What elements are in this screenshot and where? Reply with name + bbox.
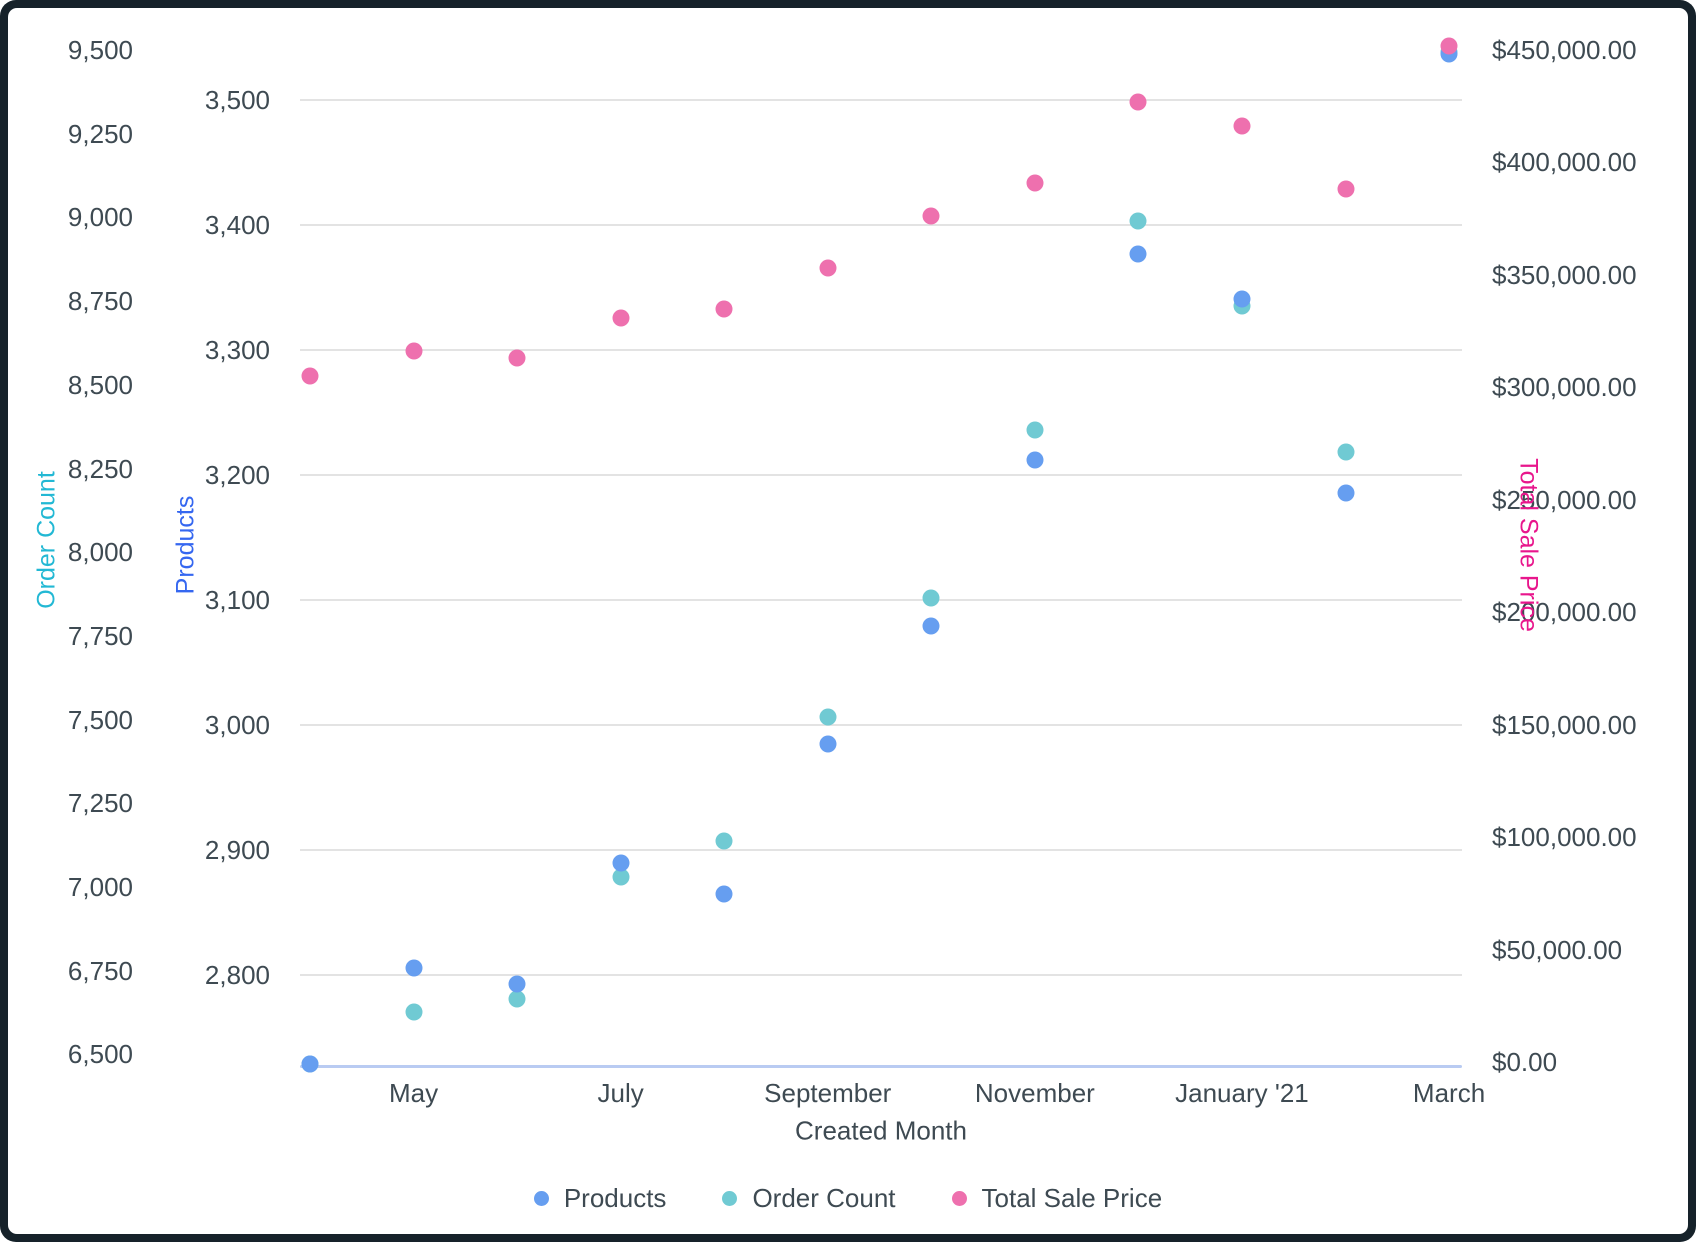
order_count-tick-label: 9,250 <box>67 118 133 149</box>
price-tick-label: $400,000.00 <box>1492 147 1637 178</box>
gridline <box>300 849 1462 851</box>
price-tick-label: $0.00 <box>1492 1047 1558 1077</box>
products-tick-label: 3,500 <box>204 85 270 115</box>
price-tick-label: $350,000.00 <box>1492 259 1637 290</box>
data-point-total-sale-price[interactable] <box>1337 180 1354 198</box>
products-tick-label: 2,900 <box>204 835 270 865</box>
data-point-total-sale-price[interactable] <box>819 259 837 277</box>
data-point-total-sale-price[interactable] <box>1440 37 1458 54</box>
x-axis-line <box>300 1065 1462 1068</box>
legend-item-products[interactable]: Products <box>533 1182 667 1214</box>
data-point-total-sale-price[interactable] <box>1026 174 1044 192</box>
x-tick-label: March <box>1412 1078 1486 1108</box>
data-point-total-sale-price[interactable] <box>508 349 526 367</box>
data-point-order-count[interactable] <box>612 868 630 886</box>
order_count-tick-label: 8,750 <box>67 286 133 317</box>
data-point-order-count[interactable] <box>405 1003 423 1021</box>
data-point-total-sale-price[interactable] <box>715 300 733 318</box>
data-point-total-sale-price[interactable] <box>922 207 940 225</box>
data-point-products[interactable] <box>1233 290 1251 308</box>
price-tick-label: $50,000.00 <box>1492 934 1623 965</box>
data-point-order-count[interactable] <box>508 990 526 1008</box>
legend-item-order-count[interactable]: Order Count <box>722 1182 896 1214</box>
order_count-tick-label: 7,750 <box>67 620 133 651</box>
gridline <box>300 474 1462 476</box>
data-point-products[interactable] <box>1337 484 1354 501</box>
price-tick-label: $250,000.00 <box>1492 484 1637 515</box>
gridline <box>300 224 1462 226</box>
x-axis-title: Created Month <box>795 1115 967 1146</box>
products-tick-label: 3,200 <box>204 460 270 490</box>
data-point-products[interactable] <box>1129 245 1147 263</box>
data-point-order-count[interactable] <box>922 589 940 607</box>
data-point-total-sale-price[interactable] <box>405 342 423 360</box>
order_count-tick-label: 9,000 <box>67 202 133 233</box>
data-point-order-count[interactable] <box>819 708 837 726</box>
x-tick-label: September <box>764 1078 892 1108</box>
chart-canvas: 9,500 9,250 9,000 8,750 8,500 8,250 8,000 7,750… <box>8 8 1688 1234</box>
legend-dot-icon <box>951 1190 967 1206</box>
price-tick-label: $450,000.00 <box>1492 35 1637 65</box>
data-point-products[interactable] <box>508 975 526 993</box>
products-tick-label: 2,800 <box>204 960 270 990</box>
products-tick-label: 3,300 <box>204 335 270 365</box>
legend-label: Products <box>563 1182 667 1213</box>
data-point-order-count[interactable] <box>1337 443 1354 461</box>
gridline <box>300 974 1462 976</box>
data-point-total-sale-price[interactable] <box>301 367 319 385</box>
data-point-products[interactable] <box>819 735 837 753</box>
order-count-axis-title: Order Count <box>32 471 61 609</box>
legend-dot-icon <box>722 1190 738 1206</box>
data-point-order-count[interactable] <box>1129 212 1147 230</box>
gridline <box>300 599 1462 601</box>
gridline <box>300 99 1462 101</box>
products-axis-title: Products <box>171 495 200 595</box>
legend-label: Total Sale Price <box>981 1182 1163 1213</box>
order_count-tick-label: 8,500 <box>67 369 133 400</box>
total-sale-price-axis-title: Total Sale Price <box>1514 458 1543 632</box>
data-point-products[interactable] <box>715 885 733 903</box>
data-point-products[interactable] <box>405 959 423 976</box>
order_count-tick-label: 6,500 <box>67 1039 133 1070</box>
legend-dot-icon <box>533 1190 549 1206</box>
legend-item-total-sale-price[interactable]: Total Sale Price <box>951 1182 1163 1214</box>
data-point-total-sale-price[interactable] <box>612 309 630 327</box>
gridline <box>300 724 1462 726</box>
data-point-order-count[interactable] <box>1026 421 1044 439</box>
gridline <box>300 349 1462 351</box>
order_count-tick-label: 8,250 <box>67 453 133 484</box>
legend-label: Order Count <box>752 1182 896 1213</box>
products-tick-label: 3,400 <box>204 210 270 240</box>
data-point-products[interactable] <box>301 1055 319 1073</box>
data-point-products[interactable] <box>612 854 630 871</box>
x-tick-label: July <box>597 1078 644 1108</box>
products-tick-label: 3,000 <box>204 710 270 740</box>
data-point-order-count[interactable] <box>715 832 733 850</box>
data-point-total-sale-price[interactable] <box>1129 93 1147 111</box>
price-tick-label: $150,000.00 <box>1492 709 1637 740</box>
order_count-tick-label: 8,000 <box>67 537 133 568</box>
order_count-tick-label: 7,500 <box>67 704 133 735</box>
x-tick-label: November <box>974 1078 1095 1108</box>
price-tick-label: $100,000.00 <box>1492 822 1637 853</box>
x-tick-label: May <box>388 1078 439 1108</box>
x-tick-label: January '21 <box>1175 1078 1309 1108</box>
data-point-total-sale-price[interactable] <box>1233 117 1251 135</box>
data-point-products[interactable] <box>1026 451 1044 469</box>
order_count-tick-label: 7,000 <box>67 872 133 902</box>
price-tick-label: $300,000.00 <box>1492 372 1637 403</box>
data-point-products[interactable] <box>922 617 940 635</box>
order_count-tick-label: 7,250 <box>67 788 133 819</box>
legend: Products Order Count Total Sale Price <box>8 1180 1688 1216</box>
price-tick-label: $200,000.00 <box>1492 597 1637 628</box>
products-tick-label: 3,100 <box>204 585 270 615</box>
order_count-tick-label: 9,500 <box>67 35 133 65</box>
order_count-tick-label: 6,750 <box>67 955 133 986</box>
